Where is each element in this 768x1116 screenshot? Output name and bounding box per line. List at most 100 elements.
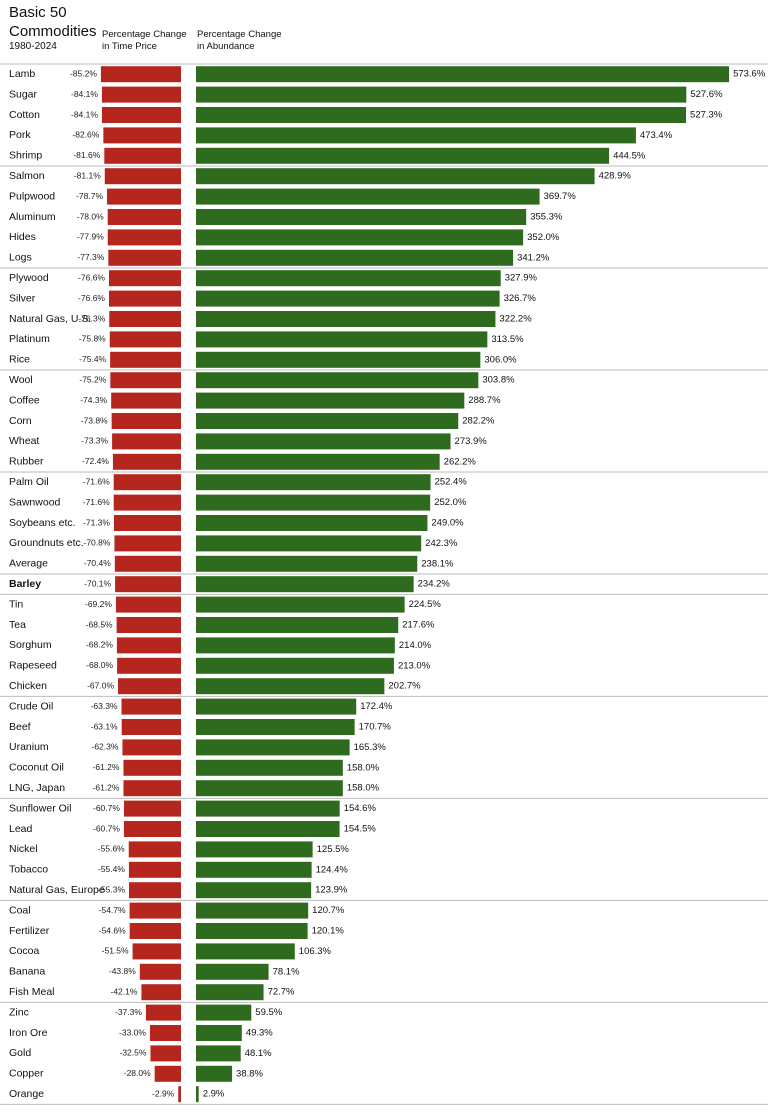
category-label: Coffee — [9, 394, 40, 406]
value-label: -76.6% — [78, 272, 105, 282]
bar — [116, 637, 181, 654]
bar — [108, 270, 181, 287]
value-label: -76.6% — [78, 293, 105, 303]
bar — [107, 188, 181, 205]
category-label: Shrimp — [9, 150, 42, 162]
bar — [104, 168, 181, 185]
value-label: 224.5% — [409, 599, 442, 610]
value-label: 48.1% — [245, 1048, 272, 1059]
bar — [112, 453, 181, 470]
value-label: -61.2% — [93, 762, 120, 772]
value-label: 473.4% — [640, 130, 673, 141]
bar — [123, 759, 181, 776]
bar — [111, 392, 181, 409]
value-label: -82.6% — [72, 130, 99, 140]
value-label: -60.7% — [93, 823, 120, 833]
bar — [196, 617, 399, 633]
value-label: 573.6% — [733, 69, 766, 80]
bar — [145, 1004, 181, 1021]
bar — [196, 474, 431, 491]
category-label: Lead — [9, 823, 33, 835]
bar — [196, 882, 312, 899]
value-label: -54.7% — [99, 905, 126, 915]
bar — [109, 311, 181, 327]
value-label: 238.1% — [421, 558, 454, 569]
value-label: -63.1% — [91, 721, 118, 731]
category-label: Palm Oil — [9, 476, 49, 488]
value-label: -70.8% — [84, 538, 111, 548]
category-label: Salmon — [9, 170, 45, 182]
value-label: 282.2% — [462, 416, 495, 427]
bar — [104, 147, 181, 164]
bar — [108, 249, 181, 266]
value-label: -73.8% — [81, 415, 108, 425]
bar — [109, 331, 181, 348]
value-label: 170.7% — [359, 722, 392, 733]
bar — [139, 963, 181, 980]
column-header: Percentage Change in Time Price — [102, 29, 187, 52]
category-label: Beef — [9, 721, 31, 733]
category-label: Uranium — [9, 741, 49, 753]
bar — [117, 657, 181, 674]
bar — [196, 861, 312, 878]
value-label: 165.3% — [354, 742, 387, 753]
category-label: Sorghum — [9, 639, 52, 651]
bar — [196, 229, 524, 246]
value-label: -55.6% — [98, 844, 125, 854]
value-label: 242.3% — [425, 538, 458, 549]
value-label: -75.4% — [79, 354, 106, 364]
bar — [196, 86, 687, 103]
value-label: -2.9% — [152, 1088, 175, 1098]
bar — [132, 943, 181, 960]
category-label: Wheat — [9, 435, 39, 447]
bar — [196, 800, 340, 817]
value-label: 120.1% — [312, 926, 345, 937]
bar — [196, 739, 350, 756]
bar — [196, 963, 269, 980]
bar — [196, 168, 595, 185]
value-label: -62.3% — [92, 742, 119, 752]
category-label: Sugar — [9, 88, 38, 100]
value-label: -84.1% — [71, 89, 98, 99]
category-label: Average — [9, 558, 48, 570]
category-label: Hides — [9, 231, 36, 243]
bar — [116, 617, 181, 633]
bar — [107, 209, 181, 225]
value-label: -33.0% — [119, 1027, 146, 1037]
category-label: Tobacco — [9, 864, 48, 876]
bar — [196, 678, 385, 695]
value-label: -71.6% — [83, 497, 110, 507]
bar — [196, 453, 440, 470]
bar — [196, 719, 355, 735]
value-label: -81.6% — [73, 150, 100, 160]
category-label: Groundnuts etc. — [9, 537, 84, 549]
bar — [111, 413, 181, 429]
bar — [101, 86, 181, 103]
category-label: Cotton — [9, 109, 40, 121]
bar — [196, 657, 394, 674]
bar — [113, 474, 181, 491]
bar — [108, 290, 181, 307]
bar — [196, 127, 636, 144]
bar — [196, 188, 540, 205]
value-label: 2.9% — [203, 1089, 225, 1100]
bar — [196, 555, 418, 572]
bar — [196, 923, 308, 939]
value-label: -68.5% — [86, 619, 113, 629]
category-label: Sunflower Oil — [9, 802, 71, 814]
bar — [114, 555, 181, 572]
bar — [196, 494, 431, 511]
bar — [103, 127, 181, 144]
category-label: Natural Gas, U.S. — [9, 313, 91, 325]
value-label: -67.0% — [87, 680, 114, 690]
bar — [128, 841, 181, 858]
value-label: 214.0% — [399, 640, 432, 651]
category-label: Coal — [9, 904, 31, 916]
category-label: Cocoa — [9, 945, 40, 957]
category-label: Rice — [9, 354, 30, 366]
bar — [196, 433, 451, 450]
value-label: -77.3% — [77, 252, 104, 262]
value-label: 527.3% — [690, 110, 723, 121]
value-label: 106.3% — [299, 946, 332, 957]
